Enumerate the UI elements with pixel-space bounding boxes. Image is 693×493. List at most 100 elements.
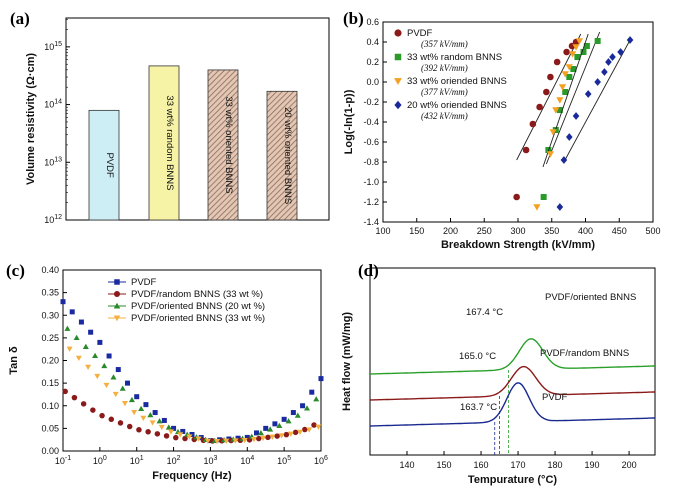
point-c-3 <box>85 364 92 371</box>
point-c-0 <box>152 410 158 416</box>
point-c-1 <box>90 407 96 413</box>
point-b-0 <box>553 58 561 66</box>
y-tick-label-c: 0.00 <box>41 446 59 456</box>
point-c-0 <box>115 367 121 373</box>
y-tick-label-c: 0.15 <box>41 378 59 388</box>
point-b-0 <box>543 88 550 96</box>
y-tick-label-c: 0.30 <box>41 310 59 320</box>
point-c-1 <box>99 412 105 419</box>
point-c-2 <box>64 325 71 331</box>
legend-label-b-2: 33 wt% oriended BNNS <box>407 76 507 87</box>
legend-label-b-1: 33 wt% random BNNS <box>407 52 502 63</box>
y-tick-label-c: 0.35 <box>41 288 59 298</box>
plot-frame-a <box>65 17 330 221</box>
panel-label-a: (a) <box>10 9 30 28</box>
point-b-2 <box>572 44 580 51</box>
point-b-3 <box>566 133 573 141</box>
x-tick-label-d: 170 <box>511 460 526 470</box>
legend-marker-b-3 <box>394 100 402 110</box>
point-c-0 <box>254 430 259 436</box>
x-tick-label-b: 400 <box>578 226 593 236</box>
point-c-3 <box>287 431 294 437</box>
point-c-2 <box>165 424 172 430</box>
panel-label-c: (c) <box>6 261 25 280</box>
panel-label-d: (d) <box>358 261 379 280</box>
point-c-2 <box>138 405 145 411</box>
chart-d: 140 150 160 170 180 190 200 PVDF/oriented BNNS 1… <box>341 267 656 486</box>
legend-marker-b-0 <box>394 29 402 37</box>
point-c-0 <box>318 376 324 382</box>
x-axis-label-d: Tempurature (°C) <box>468 474 557 486</box>
curve-d-0 <box>369 338 655 375</box>
x-tick-label-d: 150 <box>437 460 452 470</box>
point-b-1 <box>540 194 547 200</box>
legend-value-b-0: (357 kV/mm) <box>421 39 468 49</box>
point-c-3 <box>167 429 174 435</box>
peak-label-d-0: 167.4 °C <box>466 307 503 318</box>
legend-label-c-2: PVDF/oriented BNNS (20 wt %) <box>131 301 265 312</box>
point-c-1 <box>136 427 142 433</box>
point-b-3 <box>605 58 612 66</box>
x-tick-label-c: 102 <box>167 455 181 466</box>
point-b-0 <box>536 103 543 111</box>
legend-label-b-3: 20 wt% oriended BNNS <box>407 100 507 111</box>
point-b-1 <box>566 74 573 80</box>
legend-value-b-2: (377 kV/mm) <box>421 87 468 97</box>
x-tick-label-c: 106 <box>314 455 328 466</box>
y-axis-label-a: Volume resistivity (Ω·cm) <box>25 53 37 185</box>
x-tick-label-b: 150 <box>409 226 424 236</box>
point-c-0 <box>97 339 103 345</box>
fit-line-3 <box>563 39 631 163</box>
bar-label-1: 33 wt% random BNNS <box>164 95 175 190</box>
point-c-1 <box>163 433 170 439</box>
point-c-1 <box>62 388 68 395</box>
point-c-3 <box>223 438 230 444</box>
point-c-1 <box>117 420 124 426</box>
point-c-2 <box>82 343 89 349</box>
point-b-0 <box>529 120 537 128</box>
x-tick-label-d: 140 <box>399 460 414 470</box>
curve-label-d-0: PVDF/oriented BNNS <box>545 292 636 303</box>
point-c-3 <box>158 424 165 431</box>
legend-marker-b-2 <box>394 78 402 85</box>
point-b-2 <box>569 51 577 58</box>
point-c-0 <box>88 329 94 335</box>
point-b-1 <box>583 43 590 49</box>
x-tick-label-b: 350 <box>544 226 559 236</box>
y-tick-label-a: 1013 <box>44 156 62 167</box>
point-b-0 <box>563 48 570 56</box>
point-c-3 <box>131 410 138 416</box>
y-tick-label-a: 1014 <box>44 99 62 110</box>
point-c-0 <box>78 319 84 325</box>
point-c-1 <box>182 435 188 442</box>
bar-label-0: PVDF <box>104 152 115 178</box>
point-c-2 <box>128 396 135 403</box>
point-c-0 <box>281 416 287 422</box>
point-b-3 <box>572 112 580 120</box>
point-b-2 <box>565 64 573 71</box>
point-b-1 <box>570 66 577 72</box>
point-b-3 <box>617 48 624 56</box>
point-b-1 <box>556 107 563 113</box>
point-c-2 <box>257 429 264 436</box>
point-c-3 <box>260 435 267 441</box>
point-c-2 <box>285 418 292 424</box>
point-b-3 <box>594 78 601 86</box>
point-c-1 <box>154 431 161 437</box>
point-c-2 <box>276 422 283 428</box>
point-c-0 <box>69 309 75 315</box>
point-c-0 <box>309 389 315 395</box>
bar-2 <box>207 69 239 221</box>
point-c-2 <box>73 334 80 340</box>
point-c-0 <box>125 380 130 386</box>
point-c-3 <box>94 373 101 380</box>
point-c-1 <box>274 433 280 439</box>
point-c-0 <box>300 403 306 409</box>
point-c-0 <box>244 434 250 440</box>
point-c-0 <box>263 425 269 431</box>
point-b-1 <box>574 54 581 60</box>
point-c-3 <box>278 433 285 439</box>
legend-marker-b-1 <box>394 53 402 61</box>
y-tick-label-c: 0.05 <box>41 423 59 433</box>
